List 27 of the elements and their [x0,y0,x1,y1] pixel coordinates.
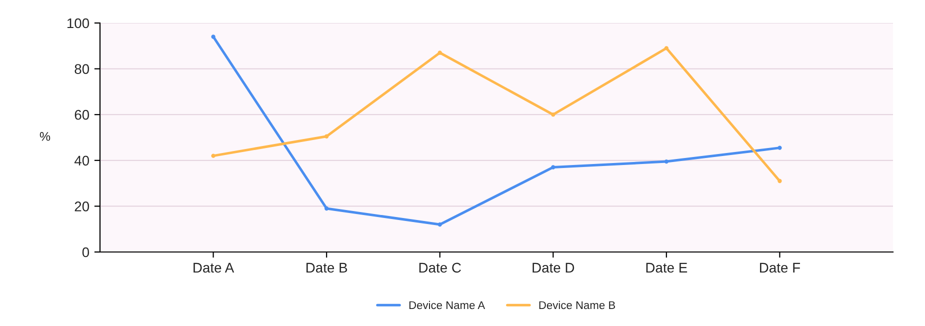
y-tick-label: 80 [74,64,90,74]
point [324,134,329,138]
point [778,146,782,150]
x-tick-label: Date B [306,262,348,273]
point [211,154,216,158]
x-tick-label: Date F [760,262,800,273]
y-tick-label: 20 [74,202,90,212]
point [324,206,329,211]
x-tick-label: Date A [194,262,234,273]
point [551,112,556,117]
point [551,165,556,170]
point [664,159,669,164]
y-tick-label: 100 [67,18,90,28]
y-tick-label: 0 [82,247,90,258]
y-tick-label: 60 [74,110,90,120]
x-tick-label: Date E [646,262,688,273]
legend-label: Device Name A [409,300,486,310]
x-tick-label: Date C [419,262,461,273]
point [438,50,442,55]
x-tick-label: Date D [532,262,574,273]
point [664,46,669,50]
legend-label: Device Name B [539,300,616,310]
point [438,222,442,227]
point [211,34,216,39]
y-tick-label: 40 [74,156,90,166]
point [778,178,782,184]
y-axis-title: % [40,132,50,141]
